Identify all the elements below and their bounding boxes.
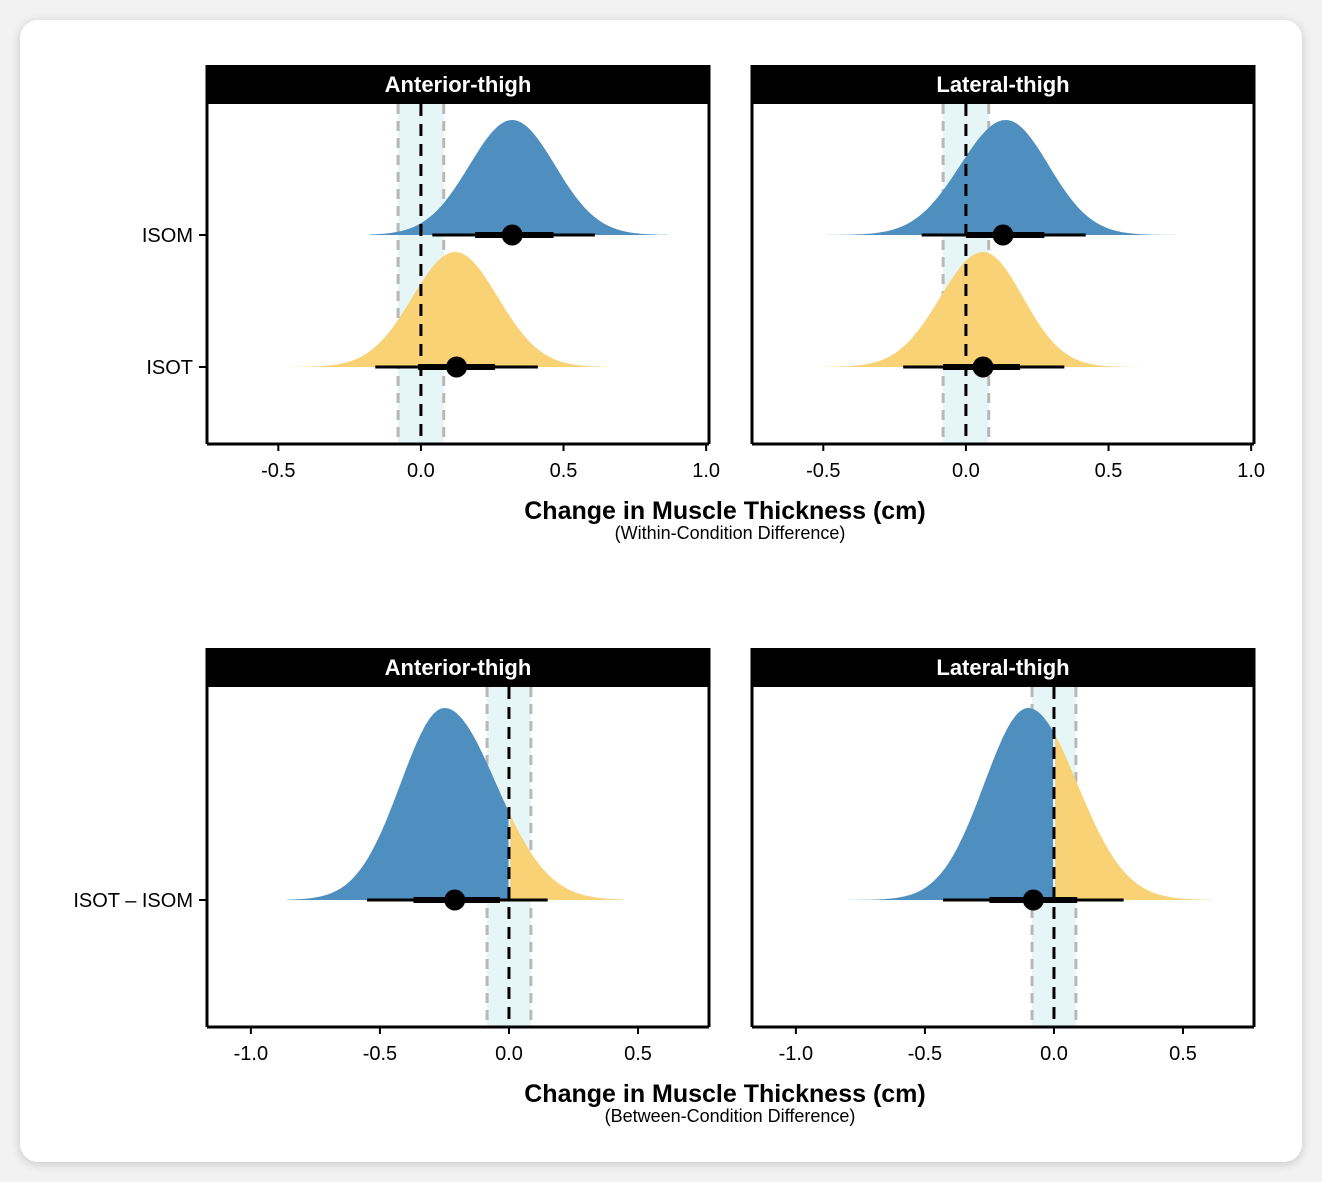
median-point [444, 889, 466, 911]
x-tick-label: 0.5 [624, 1043, 652, 1065]
density-below-zero [287, 708, 509, 900]
x-tick-label: 0.5 [1169, 1043, 1197, 1065]
facet-panel-lateral-thigh-between: Lateral-thigh -1.0 -0.5 0.0 0.5 [750, 648, 1256, 1065]
y-tick-label: ISOT – ISOM [73, 890, 193, 912]
density-isom [369, 120, 668, 235]
facet-panel-anterior-thigh-between: Anterior-thigh -1.0 -0.5 0.0 0.5 ISOT – ISOM [73, 648, 711, 1065]
facet-strip [207, 648, 709, 687]
facet-strip [207, 65, 709, 104]
facet-panel-anterior-thigh-within: Anterior-thigh -0.5 0.0 0.5 1.0 ISOM ISOT [142, 65, 720, 482]
x-tick-label: 1.0 [692, 460, 720, 482]
density-above-zero [1055, 734, 1212, 900]
x-tick-label: 0.0 [495, 1043, 523, 1065]
x-axis-subtitle: (Within-Condition Difference) [615, 523, 846, 543]
density-isom [794, 120, 1195, 235]
x-tick-label: 0.5 [1095, 460, 1123, 482]
x-tick-label: 0.5 [550, 460, 578, 482]
density-isot [823, 252, 1142, 367]
y-tick-label: ISOT [146, 357, 193, 379]
y-tick-label: ISOM [142, 225, 193, 247]
facet-strip [752, 65, 1254, 104]
x-tick-label: -1.0 [234, 1043, 268, 1065]
facet-title: Anterior-thigh [385, 655, 532, 680]
x-tick-label: 0.0 [407, 460, 435, 482]
x-tick-label: -1.0 [779, 1043, 813, 1065]
x-tick-label: 0.0 [1040, 1043, 1068, 1065]
x-axis-title: Change in Muscle Thickness (cm) [524, 1080, 926, 1108]
x-tick-label: -0.5 [908, 1043, 942, 1065]
median-point [972, 356, 994, 378]
density-above-zero [510, 814, 624, 900]
x-tick-label: 1.0 [1237, 460, 1265, 482]
median-point [992, 224, 1014, 246]
facet-title: Lateral-thigh [936, 655, 1069, 680]
x-tick-label: 0.0 [952, 460, 980, 482]
facet-panel-lateral-thigh-within: Lateral-thigh -0.5 0.0 0.5 1.0 [750, 65, 1265, 482]
density-isot [278, 252, 608, 367]
facet-strip [752, 648, 1254, 687]
figure-card [20, 20, 1302, 1162]
x-axis-title: Change in Muscle Thickness (cm) [524, 497, 926, 525]
median-point [1022, 889, 1044, 911]
x-tick-label: -0.5 [261, 460, 295, 482]
facet-title: Lateral-thigh [936, 72, 1069, 97]
density-below-zero [795, 708, 1054, 900]
x-tick-label: -0.5 [363, 1043, 397, 1065]
median-point [501, 224, 523, 246]
x-axis-subtitle: (Between-Condition Difference) [605, 1106, 856, 1126]
x-tick-label: -0.5 [806, 460, 840, 482]
median-point [446, 356, 468, 378]
facet-title: Anterior-thigh [385, 72, 532, 97]
